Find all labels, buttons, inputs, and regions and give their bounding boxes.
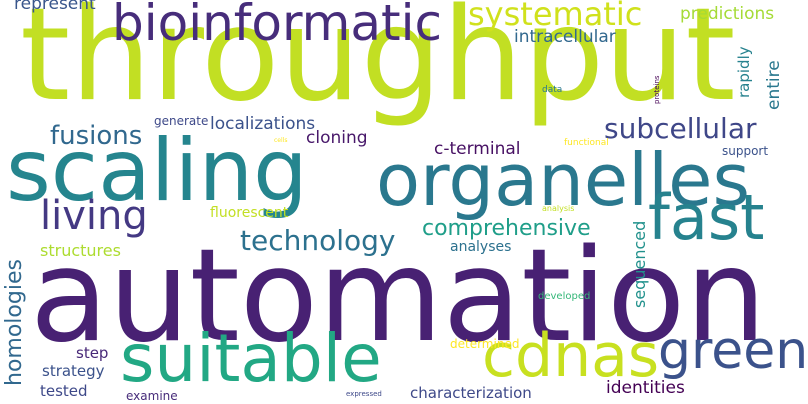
word-green: green: [658, 321, 808, 381]
word-localizations: localizations: [210, 114, 316, 134]
word-fluorescent: fluorescent: [210, 205, 289, 221]
word-intracellular: intracellular: [514, 27, 616, 47]
word-represent: represent: [14, 0, 96, 14]
word-expressed: expressed: [346, 390, 382, 398]
word-generate: generate: [154, 114, 209, 128]
word-data: data: [542, 85, 563, 95]
word-fusions: fusions: [50, 121, 143, 151]
word-structures: structures: [40, 241, 121, 260]
word-suitable: suitable: [120, 320, 382, 397]
word-cdnas: cdnas: [482, 321, 660, 391]
word-c-terminal: c-terminal: [434, 139, 521, 159]
word-step: step: [76, 344, 109, 362]
word-automation: automation: [30, 222, 767, 371]
word-functional: functional: [564, 138, 609, 148]
word-analyses: analyses: [450, 239, 512, 255]
word-analysis: analysis: [542, 204, 575, 213]
word-comprehensive: comprehensive: [422, 216, 591, 241]
word-living: living: [40, 193, 148, 239]
word-throughput: throughput: [20, 0, 736, 130]
word-determined: determined: [450, 337, 520, 351]
word-strategy: strategy: [42, 362, 105, 380]
word-cloning: cloning: [306, 128, 368, 148]
word-predictions: predictions: [680, 4, 775, 24]
word-technology: technology: [240, 224, 396, 257]
word-cells: cells: [274, 137, 288, 144]
word-developed: developed: [538, 291, 591, 302]
word-entire: entire: [764, 60, 784, 110]
word-subcellular: subcellular: [604, 112, 757, 145]
word-bioinformatic: bioinformatic: [112, 0, 443, 52]
word-examine: examine: [126, 389, 178, 403]
word-systematic: systematic: [468, 0, 643, 33]
word-sequenced: sequenced: [630, 220, 649, 308]
word-organelles: organelles: [376, 138, 750, 222]
word-fast: fast: [648, 181, 765, 254]
word-support: support: [722, 144, 769, 158]
word-homologies: homologies: [2, 259, 27, 386]
word-proteins: proteins: [653, 75, 661, 104]
word-tested: tested: [40, 382, 88, 400]
word-scaling: scaling: [6, 121, 308, 221]
word-rapidly: rapidly: [735, 46, 753, 98]
word-identities: identities: [606, 378, 685, 398]
word-characterization: characterization: [410, 384, 532, 402]
